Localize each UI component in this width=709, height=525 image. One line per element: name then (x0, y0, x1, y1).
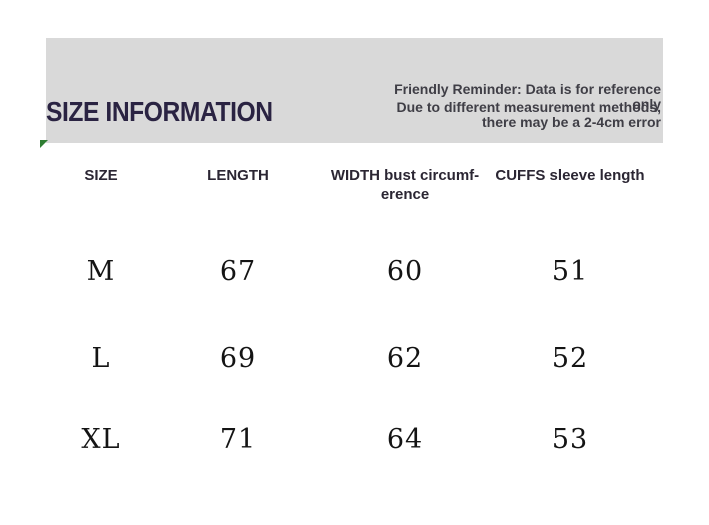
table-header-row: SIZE LENGTH WIDTH bust circumf-erence CU… (46, 166, 650, 204)
table-row: M 67 60 51 (46, 258, 650, 286)
table-row: XL 71 64 53 (46, 426, 650, 454)
cell-size: L (91, 343, 111, 374)
column-header-size: SIZE (84, 167, 118, 184)
reminder-secondary: Due to different measurement methods, th… (396, 99, 662, 130)
table-row: L 69 62 52 (46, 345, 650, 373)
column-header-length: LENGTH (207, 167, 269, 184)
cell-cuffs: 53 (551, 424, 589, 455)
cell-cuffs: 51 (551, 256, 589, 287)
cell-length: 71 (219, 424, 257, 455)
cell-width: 62 (386, 343, 424, 374)
cell-length: 67 (219, 256, 257, 287)
column-header-cuffs: CUFFS sleeve length (495, 167, 645, 184)
reminder-primary: Friendly Reminder: Data is for reference… (394, 81, 661, 112)
cell-length: 69 (219, 343, 257, 374)
column-header-width: WIDTH bust circumf-erence (330, 167, 480, 203)
header-band: SIZE INFORMATION Friendly Reminder: Data… (46, 38, 663, 143)
cell-width: 60 (386, 256, 424, 287)
cell-size: M (86, 256, 116, 287)
reminder-text-block: Friendly Reminder: Data is for reference… (391, 82, 661, 130)
page-title: SIZE INFORMATION (46, 96, 273, 127)
cell-size: XL (81, 424, 121, 455)
cell-cuffs: 52 (551, 343, 589, 374)
green-corner-marker-icon (40, 140, 48, 148)
cell-width: 64 (386, 424, 424, 455)
